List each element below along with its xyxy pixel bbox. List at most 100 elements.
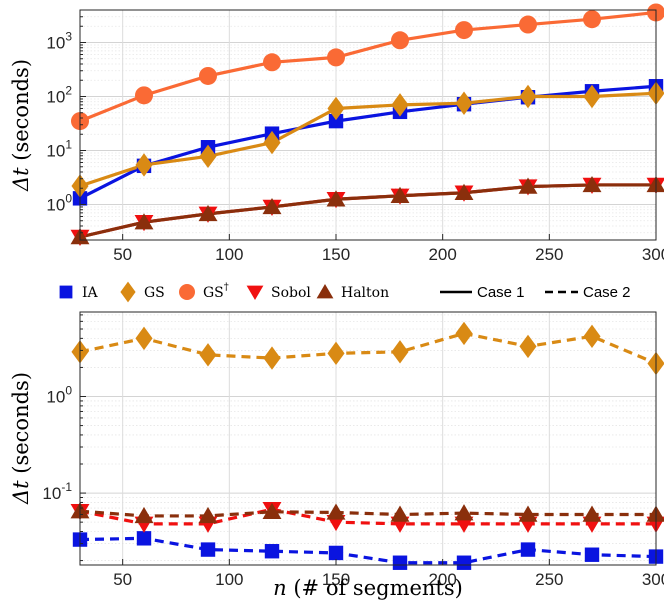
top-point-halton — [518, 177, 538, 194]
legend-line-label: Case 2 — [583, 284, 631, 301]
legend-line-label: Case 1 — [477, 284, 525, 301]
top-point-halton — [262, 197, 282, 215]
top-x-tick-label: 50 — [113, 245, 132, 264]
bottom-y-axis-label-symbol: Δt — [9, 480, 33, 505]
top-x-tick-label: 150 — [322, 245, 350, 264]
bottom-point-gs — [327, 341, 345, 366]
bottom-point-gs — [263, 346, 281, 370]
top-point-gs — [263, 130, 281, 155]
bottom-point-halton — [134, 506, 154, 524]
bottom-point-ia — [392, 555, 408, 570]
bottom-point-halton — [646, 505, 664, 522]
bottom-point-sobol — [454, 516, 474, 533]
bottom-axis-ticks: 50 100 150 200 250 300 100 10-1 — [42, 314, 664, 589]
bottom-series-line-ia — [79, 536, 657, 565]
bottom-point-halton — [454, 504, 474, 521]
legend-label: Sobol — [271, 285, 311, 301]
top-point-gs — [327, 96, 345, 121]
top-point-halton — [646, 175, 664, 193]
bottom-point-halton — [582, 505, 602, 522]
top-y-tick-label: 101 — [46, 137, 72, 160]
top-series-line-gs — [79, 10, 657, 123]
bottom-x-axis-label: n (# of segments) — [273, 576, 463, 600]
bottom-y-axis-label-unit: (seconds) — [9, 372, 33, 480]
bottom-x-axis-label-symbol: n — [273, 576, 287, 600]
bottom-y-tick-label: 10-1 — [42, 480, 72, 503]
bottom-x-tick-label: 150 — [322, 570, 350, 589]
legend-marker-halton — [316, 284, 334, 299]
top-point-gs — [199, 144, 217, 169]
bottom-point-halton — [518, 505, 538, 522]
top-point-gsdagger — [583, 10, 601, 29]
top-axis-ticks: 50 100 150 200 250 300 100 101 102 103 — [46, 16, 664, 264]
legend: IA GS GS† Sobol Halton Case 1 Case 2 — [59, 281, 631, 303]
top-point-gsdagger — [391, 31, 409, 50]
bottom-point-gs — [455, 321, 473, 346]
bottom-point-ia — [584, 547, 600, 562]
bottom-point-halton — [198, 506, 218, 524]
bottom-point-gs — [135, 326, 153, 351]
top-point-gs — [455, 91, 473, 115]
top-point-gsdagger — [519, 15, 537, 34]
bottom-x-tick-label: 200 — [428, 570, 456, 589]
bottom-chart-panel: 50 100 150 200 250 300 100 10-1 Δt (seconds) n … — [9, 311, 664, 600]
bottom-point-ia — [520, 542, 536, 557]
top-point-gs — [135, 153, 153, 177]
legend-label: Halton — [341, 285, 389, 301]
top-point-gsdagger — [455, 21, 473, 40]
bottom-plot-background — [80, 312, 656, 565]
legend-marker-sobol — [246, 285, 264, 300]
top-x-tick-label: 200 — [428, 245, 456, 264]
top-chart-panel: 50 100 150 200 250 300 100 101 102 103 Δt (second… — [9, 3, 664, 264]
bottom-point-ia — [264, 544, 280, 559]
bottom-series-group — [70, 321, 664, 570]
bottom-point-ia — [200, 542, 216, 557]
bottom-point-ia — [456, 555, 472, 570]
top-point-halton — [390, 186, 410, 203]
top-y-tick-label: 102 — [46, 84, 72, 107]
bottom-point-halton — [326, 503, 346, 520]
legend-label: IA — [82, 285, 99, 301]
top-y-axis-label: Δt (seconds) — [9, 59, 33, 192]
top-y-axis-label-symbol: Δt — [9, 167, 33, 192]
top-point-gsdagger — [263, 53, 281, 72]
legend-marker-ia — [59, 285, 73, 299]
bottom-point-halton — [390, 505, 410, 522]
bottom-x-tick-label: 250 — [535, 570, 563, 589]
top-point-gs — [583, 84, 601, 109]
top-point-gsdagger — [135, 86, 153, 105]
top-point-halton — [326, 190, 346, 207]
bottom-point-gs — [391, 340, 409, 364]
bottom-x-tick-label: 300 — [642, 570, 664, 589]
top-point-halton — [582, 175, 602, 193]
top-point-ia — [328, 113, 344, 129]
bottom-x-tick-label: 50 — [113, 570, 132, 589]
bottom-x-axis-label-unit: (# of segments) — [287, 576, 463, 600]
top-x-tick-label: 300 — [642, 245, 664, 264]
top-series-line-ia — [79, 84, 657, 200]
top-x-tick-label: 250 — [535, 245, 563, 264]
bottom-x-tick-label: 100 — [215, 570, 243, 589]
bottom-point-gs — [199, 343, 217, 367]
bottom-series-line-gs — [79, 331, 657, 365]
bottom-point-gs — [519, 334, 537, 359]
top-x-tick-label: 100 — [215, 245, 243, 264]
top-point-gs — [519, 84, 537, 109]
top-point-halton — [134, 213, 154, 230]
legend-marker-gs-dagger — [179, 284, 195, 300]
bottom-y-tick-label: 100 — [46, 384, 72, 407]
top-y-axis-label-unit: (seconds) — [9, 59, 33, 167]
top-point-gsdagger — [199, 66, 217, 85]
top-point-halton — [454, 183, 474, 200]
top-series-group — [70, 3, 664, 247]
bottom-point-gs — [583, 324, 601, 349]
top-y-tick-label: 100 — [46, 191, 72, 214]
top-series-line-halton — [79, 183, 656, 239]
legend-marker-gs — [120, 281, 136, 303]
legend-label: GS — [144, 285, 165, 301]
bottom-point-ia — [328, 545, 344, 561]
top-point-gs — [391, 93, 409, 117]
top-point-halton — [198, 204, 218, 222]
bottom-series-line-halton — [79, 509, 656, 518]
